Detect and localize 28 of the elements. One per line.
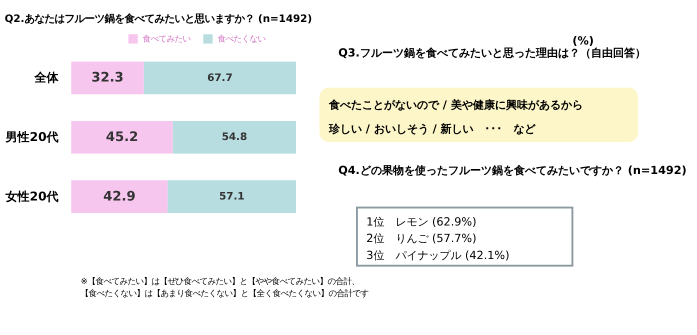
bar	[71, 62, 144, 94]
bar	[71, 120, 173, 154]
data-label: 42.9	[103, 189, 136, 204]
text: 3位 パイナップル (42.1%)	[366, 249, 510, 262]
bar	[144, 62, 296, 94]
text: (%)	[572, 34, 594, 48]
text: 1位 レモン (62.9%)	[366, 215, 476, 228]
legend-label: 食べてみたい	[142, 34, 190, 44]
y-tick-label: 男性20代	[4, 130, 59, 144]
legend-label: 食べたくない	[217, 34, 266, 44]
bar	[71, 180, 168, 213]
chart-title: Q2.あなたはフルーツ鍋を食べてみたいと思いますか？ (n=1492)	[4, 13, 312, 26]
data-label: 32.3	[91, 70, 124, 86]
y-tick-label: 女性20代	[4, 189, 59, 204]
text: 【食べたくない】は【あまり食べたくない】と【全く食べたくない】の合計です	[80, 288, 369, 298]
bar	[172, 120, 296, 154]
text: 食べたことがないので / 美や健康に興味があるから	[328, 98, 583, 112]
bar	[168, 180, 296, 213]
text: Q4.どの果物を使ったフルーツ鍋を食べてみたいですか？ (n=1492)	[338, 164, 687, 177]
data-label: 57.1	[219, 190, 245, 202]
text: Q3.フルーツ鍋を食べてみたいと思った理由は？（自由回答）	[338, 46, 646, 60]
text: 珍しい / おいしそう / 新しい ･･･ など	[328, 122, 537, 136]
text: 2位 りんご (57.7%)	[366, 232, 476, 246]
y-tick-label: 全体	[34, 70, 60, 85]
data-label: 45.2	[106, 130, 138, 146]
data-label: 67.7	[207, 72, 233, 84]
data-label: 54.8	[222, 131, 248, 144]
text: ※【食べてみたい】は【ぜひ食べてみたい】と【やや食べてみたい】の合計、	[80, 276, 360, 286]
